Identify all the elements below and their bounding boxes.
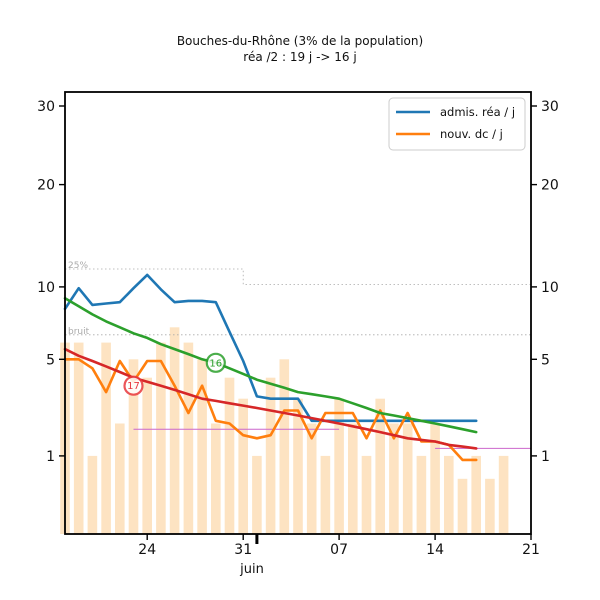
bar (320, 455, 331, 534)
bar (430, 423, 440, 534)
bar (361, 455, 372, 534)
bar (444, 455, 454, 534)
bar (101, 342, 111, 534)
bar (334, 398, 344, 534)
legend-label-nouv-dc: nouv. dc / j (440, 127, 503, 141)
series-line (63, 273, 478, 423)
reference-lines: 25% bruit (65, 261, 531, 337)
bar (183, 342, 194, 534)
bar (238, 398, 248, 534)
bar (498, 455, 509, 534)
bar (87, 455, 98, 534)
bar (211, 423, 221, 534)
x-tick-label: 31 (234, 542, 252, 558)
series-line (63, 296, 478, 434)
bar (389, 423, 399, 534)
reference-line (65, 268, 531, 285)
x-tick-label: 21 (522, 542, 540, 558)
y-tick-label-right: 1 (541, 449, 550, 465)
bar (416, 455, 427, 534)
plot-frame (64, 91, 532, 535)
bar (128, 359, 139, 534)
legend-label-admis-rea: admis. réa / j (440, 105, 515, 119)
bars-layer (60, 327, 509, 535)
annotation-badge (205, 352, 226, 373)
bar (375, 398, 385, 534)
bar (197, 359, 207, 534)
bar (142, 377, 152, 534)
bar (169, 327, 180, 534)
annotation-badge-label: 16 (209, 358, 222, 369)
y-tick-label-left: 10 (37, 280, 55, 296)
x-tick-label: 07 (330, 542, 348, 558)
legend: admis. réa / j nouv. dc / j (388, 97, 526, 151)
bar (402, 423, 413, 534)
reference-line-label: 25% (68, 261, 88, 271)
annotation-badge-label: 17 (127, 381, 140, 392)
y-tick-label-right: 10 (541, 280, 559, 296)
y-tick-label-left: 30 (37, 99, 55, 115)
bar (457, 478, 468, 535)
bar (156, 342, 166, 534)
bar (306, 423, 317, 534)
bar (279, 359, 290, 534)
chart-subtitle: réa /2 : 19 j -> 16 j (243, 50, 356, 64)
x-axis-ticks: 24 31 07 14 21 (138, 534, 540, 558)
y-tick-label-right: 5 (541, 352, 550, 368)
bar (265, 377, 276, 534)
annotation-badge (123, 375, 144, 396)
y-tick-label-left: 1 (46, 449, 55, 465)
chart-title: Bouches-du-Rhône (3% de la population) (177, 34, 423, 48)
x-axis-label: juin (239, 562, 264, 577)
bar (348, 423, 358, 534)
bar (224, 377, 235, 534)
reference-line-label: bruit (68, 327, 90, 337)
x-tick-label: 24 (138, 542, 156, 558)
bar (252, 455, 262, 534)
bar (485, 478, 495, 535)
bar (73, 342, 84, 534)
bar (471, 455, 481, 534)
bar (115, 423, 125, 534)
y-tick-label-right: 20 (541, 178, 559, 194)
bar (293, 398, 303, 534)
y-tick-label-left: 5 (46, 352, 55, 368)
y-tick-label-left: 20 (37, 178, 55, 194)
y-tick-label-right: 30 (541, 99, 559, 115)
y-axis-ticks: 1 1 5 5 10 10 20 20 30 30 (37, 99, 559, 465)
x-tick-label: 14 (426, 542, 444, 558)
